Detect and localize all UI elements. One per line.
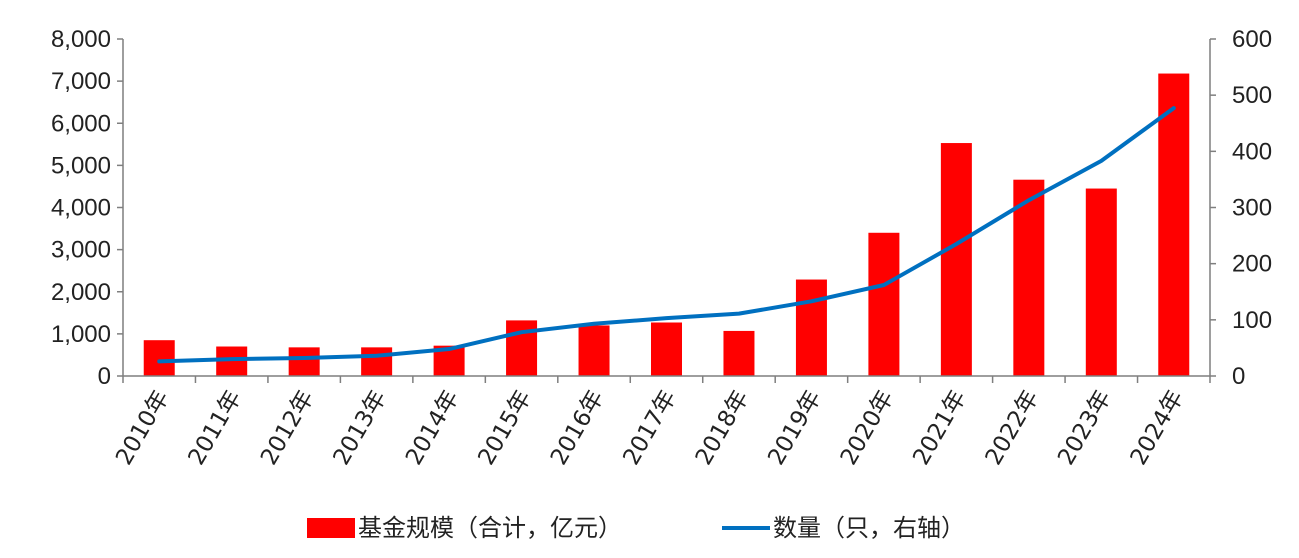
x-tick-label: 2015年 [473,386,536,470]
bar [1158,73,1190,376]
left-tick-label: 4,000 [51,195,111,222]
x-tick-label: 2023年 [1053,386,1116,470]
left-tick-label: 3,000 [51,237,111,264]
right-tick-label: 300 [1232,195,1272,222]
legend-swatch-fund-size [307,518,355,538]
right-tick-label: 100 [1232,307,1272,334]
x-tick-label: 2016年 [546,386,609,470]
x-tick-label: 2014年 [401,386,464,470]
bar [723,330,755,376]
left-tick-label: 0 [98,363,111,390]
x-tick-label: 2019年 [763,386,826,470]
legend: 基金规模（合计，亿元） 数量（只，右轴） [307,514,965,542]
bar [361,347,393,376]
x-tick-label: 2020年 [836,386,899,470]
bar [506,320,538,376]
right-tick-label: 500 [1232,82,1272,109]
x-tick-label: 2011年 [184,386,247,470]
x-tick-label: 2017年 [618,386,681,470]
bar [288,347,320,376]
x-tick-label: 2012年 [256,386,319,470]
bar [1085,188,1117,376]
right-tick-label: 0 [1232,363,1245,390]
x-tick-label: 2013年 [329,386,392,470]
left-y-axis: 0 1,000 2,000 3,000 4,000 5,000 6,000 7,000 8,00… [51,26,124,390]
legend-label-fund-size: 基金规模（合计，亿元） [358,514,622,542]
x-tick-label: 2010年 [111,386,174,470]
x-axis: 2010年 2011年 2012年 2013年 2014年 2015年 2016年 2017年… [111,375,1211,470]
x-tick-label: 2021年 [908,386,971,470]
bar [940,143,972,376]
left-tick-label: 6,000 [51,110,111,137]
left-tick-label: 2,000 [51,279,111,306]
left-tick-label: 7,000 [51,68,111,95]
x-tick-label: 2018年 [691,386,754,470]
bar [143,340,175,376]
bar [868,232,900,376]
right-tick-label: 200 [1232,251,1272,278]
bar [795,279,827,376]
bar-series-fund-size [143,73,1190,376]
bar [578,325,610,376]
left-tick-label: 1,000 [51,321,111,348]
bar [1013,179,1045,376]
bar [651,322,682,376]
right-tick-label: 600 [1232,26,1272,53]
line-series-fund-count [157,106,1176,364]
left-tick-label: 5,000 [51,152,111,179]
right-y-axis: 0 100 200 300 400 500 600 [1209,26,1272,390]
x-tick-label: 2022年 [981,386,1044,470]
x-tick-label: 2024年 [1126,386,1189,470]
right-tick-label: 400 [1232,138,1272,165]
legend-label-fund-count: 数量（只，右轴） [773,514,965,542]
left-tick-label: 8,000 [51,26,111,53]
